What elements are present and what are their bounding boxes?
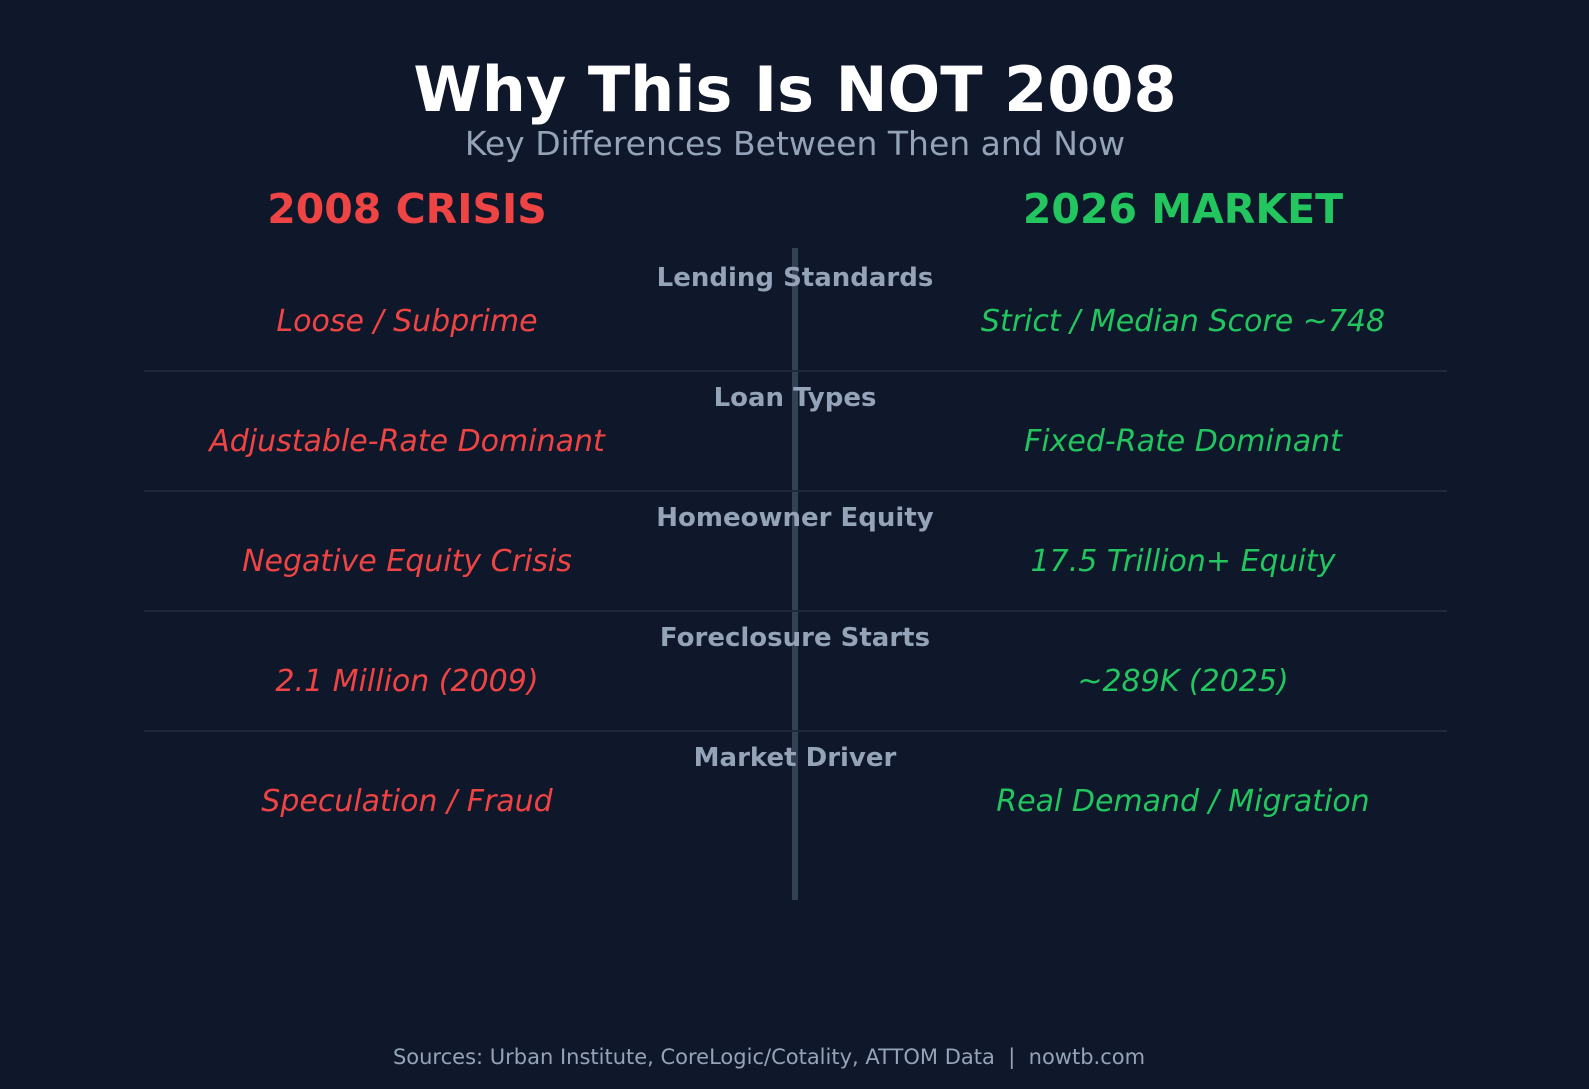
row-value-2026-foreclosures: ~289K (2025) [1077,664,1289,699]
row-category-market-driver: Market Driver [693,743,897,773]
row-value-2026-equity: 17.5 Trillion+ Equity [1030,544,1336,579]
row-value-2008-market-driver: Speculation / Fraud [261,784,553,819]
row-divider [144,490,1447,492]
row-value-2008-foreclosures: 2.1 Million (2009) [275,664,539,699]
sources-footer: Sources: Urban Institute, CoreLogic/Cota… [392,1045,1146,1069]
page-subtitle: Key Differences Between Then and Now [464,124,1126,163]
column-header-2026: 2026 MARKET [1022,185,1344,233]
row-category-loan-types: Loan Types [713,383,877,413]
row-value-2008-lending: Loose / Subprime [276,304,538,339]
row-value-2008-equity: Negative Equity Crisis [242,544,572,579]
row-value-2026-loan-types: Fixed-Rate Dominant [1024,424,1342,459]
row-value-2008-loan-types: Adjustable-Rate Dominant [209,424,605,459]
center-divider-line [792,248,798,900]
row-category-lending-standards: Lending Standards [656,263,934,293]
row-value-2026-market-driver: Real Demand / Migration [996,784,1370,819]
row-divider [144,610,1447,612]
row-divider [144,730,1447,732]
row-category-foreclosure-starts: Foreclosure Starts [659,623,931,653]
row-category-homeowner-equity: Homeowner Equity [656,503,934,533]
row-divider [144,370,1447,372]
page-title: Why This Is NOT 2008 [413,53,1177,126]
column-header-2008: 2008 CRISIS [267,185,547,233]
row-value-2026-lending: Strict / Median Score ~748 [980,304,1386,339]
